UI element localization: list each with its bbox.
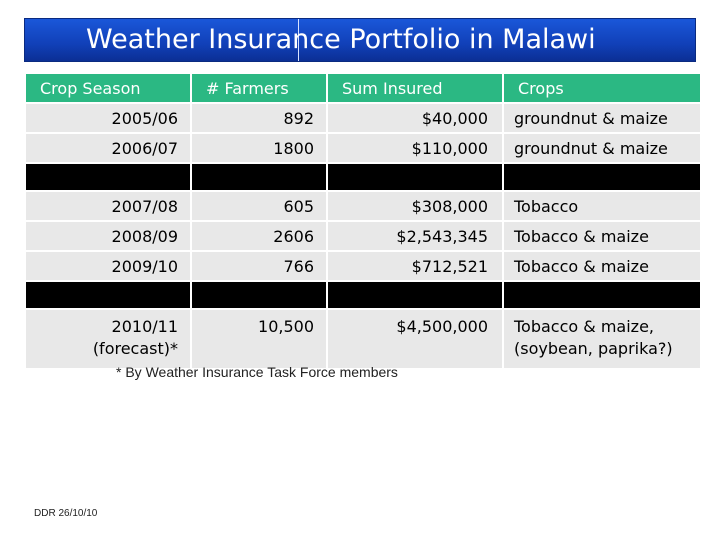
header-crop-season: Crop Season	[26, 74, 190, 102]
cell-sum-insured: $2,543,345	[328, 222, 502, 250]
separator-cell	[328, 164, 502, 190]
date-label: DDR 26/10/10	[34, 508, 98, 519]
cell-crops: Tobacco & maize	[504, 252, 700, 280]
cell-crops: Tobacco & maize	[504, 222, 700, 250]
table-row: 2007/08 605 $308,000 Tobacco	[26, 192, 700, 220]
separator-cell	[26, 282, 190, 308]
cell-sum-insured: $308,000	[328, 192, 502, 220]
separator-row	[26, 282, 700, 308]
table-row: 2006/07 1800 $110,000 groundnut & maize	[26, 134, 700, 162]
footnote: * By Weather Insurance Task Force member…	[116, 364, 398, 380]
cell-season: 2006/07	[26, 134, 190, 162]
cell-farmers: 1800	[192, 134, 326, 162]
cell-crops: Tobacco & maize, (soybean, paprika?)	[504, 310, 700, 368]
cell-season: 2010/11 (forecast)*	[26, 310, 190, 368]
cell-farmers: 766	[192, 252, 326, 280]
cell-season: 2005/06	[26, 104, 190, 132]
separator-row	[26, 164, 700, 190]
cell-farmers: 892	[192, 104, 326, 132]
separator-cell	[26, 164, 190, 190]
cell-sum-insured: $4,500,000	[328, 310, 502, 368]
slide-title: Weather Insurance Portfolio in Malawi	[86, 24, 596, 55]
table-row: 2005/06 892 $40,000 groundnut & maize	[26, 104, 700, 132]
cell-farmers: 2606	[192, 222, 326, 250]
header-farmers: # Farmers	[192, 74, 326, 102]
portfolio-table: Crop Season # Farmers Sum Insured Crops …	[24, 72, 702, 370]
header-sum-insured: Sum Insured	[328, 74, 502, 102]
cell-crops: Tobacco	[504, 192, 700, 220]
separator-cell	[192, 164, 326, 190]
cell-season: 2008/09	[26, 222, 190, 250]
title-bar	[24, 18, 696, 62]
season-line: 2010/11	[111, 317, 178, 336]
separator-cell	[504, 164, 700, 190]
separator-cell	[192, 282, 326, 308]
cell-season: 2007/08	[26, 192, 190, 220]
cell-crops: groundnut & maize	[504, 134, 700, 162]
table-row-forecast: 2010/11 (forecast)* 10,500 $4,500,000 To…	[26, 310, 700, 368]
cell-sum-insured: $40,000	[328, 104, 502, 132]
cell-farmers: 10,500	[192, 310, 326, 368]
cell-sum-insured: $712,521	[328, 252, 502, 280]
separator-cell	[328, 282, 502, 308]
separator-cell	[504, 282, 700, 308]
table-row: 2009/10 766 $712,521 Tobacco & maize	[26, 252, 700, 280]
header-crops: Crops	[504, 74, 700, 102]
table-row: 2008/09 2606 $2,543,345 Tobacco & maize	[26, 222, 700, 250]
cell-farmers: 605	[192, 192, 326, 220]
season-forecast-line: (forecast)*	[92, 339, 178, 358]
cell-season: 2009/10	[26, 252, 190, 280]
crops-extra-line: (soybean, paprika?)	[514, 339, 673, 358]
crops-line: Tobacco & maize,	[514, 317, 654, 336]
table-header-row: Crop Season # Farmers Sum Insured Crops	[26, 74, 700, 102]
cell-sum-insured: $110,000	[328, 134, 502, 162]
title-divider	[298, 19, 299, 61]
cell-crops: groundnut & maize	[504, 104, 700, 132]
